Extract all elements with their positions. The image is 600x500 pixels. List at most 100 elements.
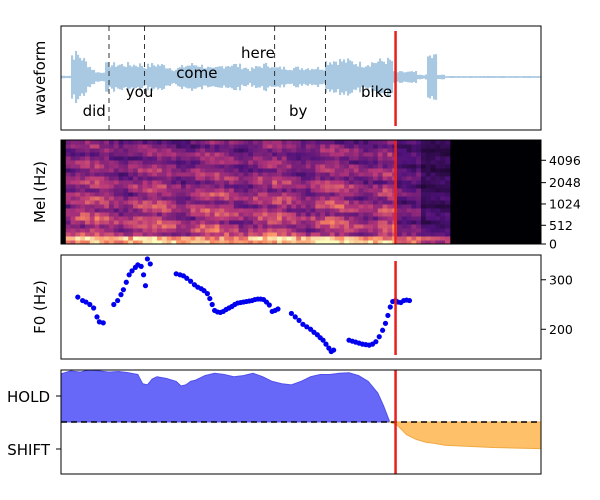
mel-cell [190, 160, 196, 165]
mel-cell [109, 240, 115, 245]
mel-cell [243, 176, 249, 181]
mel-cell [161, 192, 168, 197]
mel-cell [147, 188, 153, 193]
mel-cell [253, 212, 259, 217]
mel-cell [224, 236, 230, 241]
mel-cell [214, 172, 220, 177]
mel-cell [195, 184, 201, 189]
mel-cell [253, 216, 259, 221]
mel-cell [209, 184, 216, 189]
mel-cell [315, 184, 321, 189]
mel-cell [233, 164, 240, 169]
mel-cell [277, 204, 283, 209]
mel-cell [94, 152, 100, 157]
mel-cell [152, 168, 158, 173]
mel-cell [397, 188, 403, 193]
mel-cell [75, 160, 81, 165]
mel-cell [440, 216, 446, 221]
mel-cell [373, 216, 379, 221]
mel-cell [181, 168, 187, 173]
mel-cell [430, 152, 436, 157]
mel-cell [296, 188, 302, 193]
mel-cell [286, 200, 292, 205]
mel-cell [171, 224, 177, 229]
mel-cell [243, 212, 249, 217]
mel-cell [411, 216, 417, 221]
mel-cell [281, 216, 288, 221]
mel-cell [425, 196, 432, 201]
mel-cell [397, 212, 403, 217]
mel-cell [320, 200, 326, 205]
mel-cell [344, 216, 350, 221]
mel-cell [286, 196, 292, 201]
mel-cell [382, 180, 388, 185]
mel-cell [272, 204, 278, 209]
mel-cell [200, 160, 206, 165]
mel-cell [281, 192, 288, 197]
mel-cell [209, 172, 216, 177]
mel-cell [363, 220, 369, 225]
mel-cell [430, 144, 436, 149]
mel-cell [329, 188, 336, 193]
f0-point [382, 320, 389, 326]
mel-cell [205, 144, 211, 149]
mel-cell [401, 168, 408, 173]
mel-cell [334, 228, 340, 233]
f0-point [207, 295, 213, 302]
mel-cell [205, 192, 211, 197]
mel-cell [267, 160, 273, 165]
mel-cell [267, 208, 273, 213]
mel-cell [70, 176, 76, 181]
mel-cell [310, 216, 316, 221]
mel-cell [85, 140, 91, 145]
mel-cell [75, 156, 81, 161]
mel-cell [344, 204, 350, 209]
mel-cell [291, 224, 297, 229]
mel-cell [185, 232, 192, 237]
mel-cell [286, 164, 292, 169]
mel-cell [185, 200, 192, 205]
mel-cell [65, 156, 72, 161]
mel-cell [253, 140, 259, 145]
mel-cell [320, 204, 326, 209]
mel-cell [267, 152, 273, 157]
mel-cell [118, 184, 124, 189]
mel-cell [205, 200, 211, 205]
mel-cell [329, 144, 336, 149]
mel-cell [233, 152, 240, 157]
mel-cell [113, 156, 120, 161]
mel-cell [267, 180, 273, 185]
mel-cell [238, 184, 244, 189]
mel-cell [128, 148, 134, 153]
mel-cell [382, 204, 388, 209]
mel-cell [248, 192, 254, 197]
mel-cell [315, 236, 321, 241]
mel-cell [128, 152, 134, 157]
mel-cell [435, 144, 441, 149]
mel-cell [89, 148, 96, 153]
mel-cell [257, 140, 264, 145]
mel-cell [416, 228, 422, 233]
mel-cell [305, 216, 312, 221]
mel-cell [325, 204, 331, 209]
mel-cell [195, 232, 201, 237]
mel-cell [205, 204, 211, 209]
mel-cell [377, 192, 384, 197]
mel-cell [157, 212, 163, 217]
mel-cell [291, 156, 297, 161]
mel-cell [387, 156, 393, 161]
mel-cell [253, 152, 259, 157]
mel-cell [382, 224, 388, 229]
mel-cell [128, 160, 134, 165]
mel-cell [128, 196, 134, 201]
mel-cell [70, 208, 76, 213]
mel-cell [176, 208, 182, 213]
mel-cell [397, 184, 403, 189]
mel-cell [70, 236, 76, 241]
mel-cell [320, 196, 326, 201]
mel-cell [152, 152, 158, 157]
mel-cell [171, 148, 177, 153]
mel-cell [325, 168, 331, 173]
f0-point [406, 297, 413, 304]
mel-cell [181, 192, 187, 197]
